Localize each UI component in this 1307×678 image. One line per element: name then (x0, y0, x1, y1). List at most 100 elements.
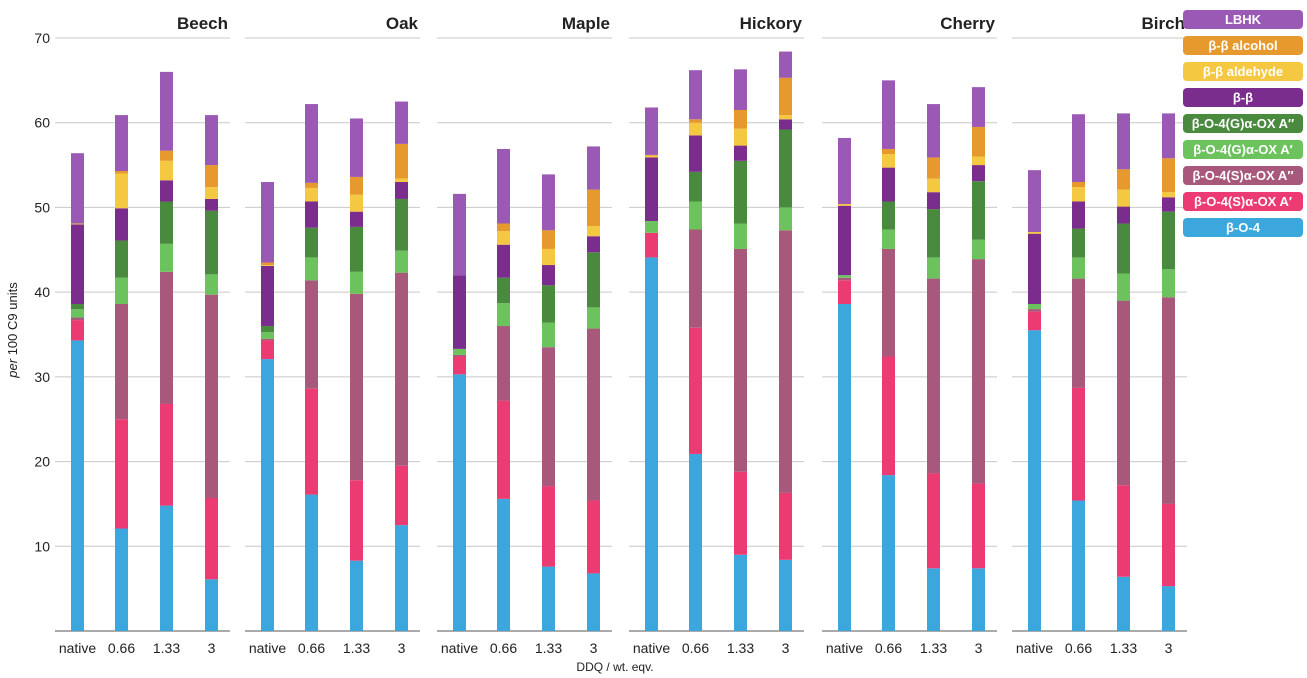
bar-segment-bO4S_A2 (395, 272, 408, 466)
bar-segment-bb (689, 135, 702, 172)
bar-segment-bO4S_A1 (587, 500, 600, 574)
bar-segment-bb_alcohol (305, 182, 318, 188)
bar-segment-bO4G_A2 (882, 201, 895, 230)
bar-segment-bb (160, 180, 173, 202)
bar-segment-bO4G_A1 (305, 257, 318, 281)
x-tick-label: 1.33 (153, 640, 180, 656)
x-tick-label: 0.66 (682, 640, 709, 656)
bar-segment-bb_aldehyde (160, 160, 173, 181)
bar-segment-bO4S_A2 (497, 326, 510, 401)
bar-segment-bb_aldehyde (1072, 187, 1085, 202)
panel-oak: Oak native 0.66 1.33 3 (245, 14, 420, 656)
bar-segment-bO4S_A1 (1072, 387, 1085, 501)
bar-segment-bb_aldehyde (838, 204, 851, 206)
bar-segment-bb (927, 192, 940, 210)
bar-segment-bb_aldehyde (542, 248, 555, 266)
bar-segment-bO4G_A1 (261, 331, 274, 339)
x-tick-label: 1.33 (727, 640, 754, 656)
legend-item-bb_aldehyde: β-β aldehyde (1183, 62, 1303, 81)
bar-segment-bO4G_A1 (927, 257, 940, 279)
bar-segment-bb_alcohol (587, 189, 600, 227)
bar-segment-bb_aldehyde (350, 194, 363, 212)
bar-segment-bO4G_A1 (972, 239, 985, 260)
x-tick-label: 3 (782, 640, 790, 656)
bar-segment-LBHK (115, 115, 128, 172)
panel-hickory: Hickory native 0.66 1.33 3 (629, 14, 804, 656)
legend: LBHK β-β alcohol β-β aldehyde β-β β-O-4(G)α-… (1183, 10, 1303, 244)
bar-segment-bO4S_A2 (734, 248, 747, 472)
bar-segment-LBHK (927, 104, 940, 158)
bar-segment-bb (1117, 206, 1130, 224)
bar-segment-bb (882, 167, 895, 202)
bar-segment-bb_alcohol (972, 126, 985, 157)
bar-segment-bO4G_A2 (927, 209, 940, 258)
bar-segment-LBHK (882, 80, 895, 149)
bar-segment-bb (838, 205, 851, 276)
bar-segment-bO4S_A1 (350, 480, 363, 561)
bar-segment-bO4G_A1 (645, 220, 658, 233)
bar-segment-bO4 (71, 340, 84, 631)
bar-segment-bb_alcohol (350, 176, 363, 195)
bar-segment-bb (1072, 201, 1085, 229)
y-tick-label: 60 (34, 115, 50, 131)
bar-segment-bO4S_A2 (305, 280, 318, 389)
bar-segment-bO4S_A1 (838, 280, 851, 305)
bar-segment-bO4G_A1 (882, 229, 895, 249)
panel-maple: Maple native 0.66 1.33 3 (437, 14, 612, 656)
bar-segment-bb (542, 265, 555, 286)
bar-segment-bO4S_A1 (453, 356, 466, 375)
legend-item-bO4G_A1: β-O-4(G)α-OX A′ (1183, 140, 1303, 159)
bar-segment-bO4S_A1 (972, 483, 985, 569)
bar-segment-bb (205, 198, 218, 211)
x-tick-label: native (633, 640, 671, 656)
bar-segment-LBHK (71, 153, 84, 224)
bar-segment-LBHK (1162, 113, 1175, 159)
bar-segment-bb_aldehyde (205, 187, 218, 199)
bar-segment-bO4S_A2 (115, 304, 128, 420)
bar-segment-bb_alcohol (115, 171, 128, 174)
bar-segment-bO4G_A2 (1072, 228, 1085, 258)
bar-segment-bO4G_A2 (1117, 223, 1130, 274)
legend-item-bb: β-β (1183, 88, 1303, 107)
bar-segment-bO4 (587, 573, 600, 631)
bar-segment-LBHK (689, 70, 702, 120)
bar-segment-bb_aldehyde (261, 265, 274, 266)
panel-beech: Beech native 0.66 1.33 3 (55, 14, 230, 656)
bar-segment-LBHK (350, 118, 363, 177)
bar-segment-bO4S_A2 (927, 278, 940, 474)
panel-birch: Birch native 0.66 1.33 3 (1012, 14, 1187, 656)
bar-segment-bO4 (542, 566, 555, 631)
bar-segment-bO4S_A1 (497, 400, 510, 499)
y-axis-label-rest: 100 C9 units (5, 282, 20, 359)
bar-segment-bO4 (779, 559, 792, 631)
bar-segment-bO4S_A2 (587, 328, 600, 501)
bar-segment-bO4 (927, 568, 940, 631)
x-tick-label: 0.66 (490, 640, 517, 656)
bar-segment-bb_aldehyde (1162, 192, 1175, 198)
bar-segment-bb_alcohol (205, 165, 218, 188)
bar-segment-bO4G_A2 (305, 227, 318, 258)
bar-segment-bO4S_A1 (395, 465, 408, 526)
bar-segment-bO4G_A1 (1117, 273, 1130, 301)
bar-segment-bb (734, 145, 747, 161)
bar-segment-bO4S_A1 (115, 419, 128, 529)
bar-segment-bO4 (395, 525, 408, 631)
bar-segment-bO4G_A2 (205, 210, 218, 275)
bar-segment-bO4G_A2 (350, 226, 363, 272)
bar-segment-bO4G_A2 (261, 326, 274, 332)
bar-segment-bO4 (734, 554, 747, 631)
bar-segment-bO4S_A2 (71, 317, 84, 321)
bar-segment-bb (645, 157, 658, 221)
bar-segment-bO4G_A1 (1028, 304, 1041, 310)
panel-title: Beech (177, 14, 228, 33)
bar-segment-bO4S_A2 (972, 259, 985, 484)
bar-segment-bO4S_A1 (1117, 485, 1130, 577)
x-tick-label: native (1016, 640, 1054, 656)
y-tick-label: 70 (34, 30, 50, 46)
bar-segment-bb_aldehyde (497, 231, 510, 245)
bar-segment-LBHK (395, 101, 408, 144)
bar-segment-bO4 (205, 579, 218, 631)
bar-segment-bO4S_A2 (261, 338, 274, 341)
bar-segment-bO4G_A2 (1162, 211, 1175, 270)
bar-segment-bb (305, 201, 318, 228)
